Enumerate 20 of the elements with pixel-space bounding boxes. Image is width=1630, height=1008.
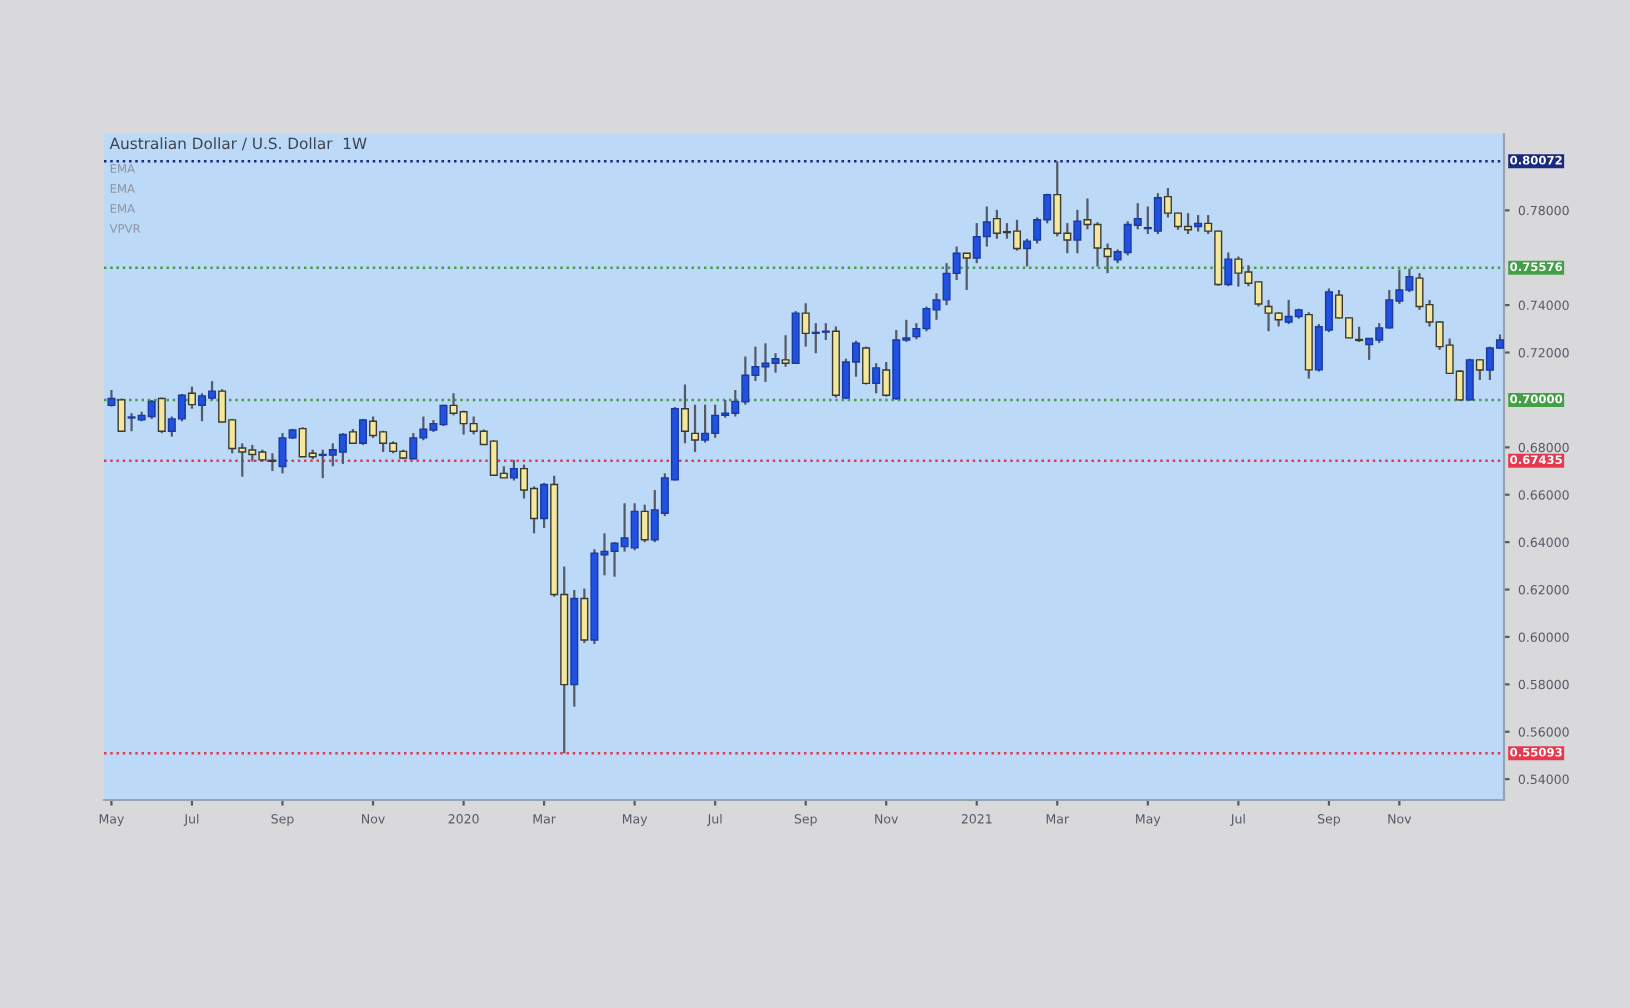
- candlestick: [580, 587, 589, 644]
- candlestick: [540, 481, 549, 530]
- candlestick: [962, 251, 971, 292]
- candlestick: [187, 385, 196, 410]
- candlestick: [358, 417, 368, 447]
- candlestick: [801, 302, 810, 348]
- candlestick: [1224, 251, 1233, 288]
- candlestick: [862, 345, 871, 386]
- candlestick: [1475, 358, 1484, 382]
- candlestick: [680, 383, 689, 445]
- candlestick: [157, 396, 166, 435]
- candlestick: [640, 503, 649, 544]
- candlestick: [691, 403, 700, 454]
- candlestick: [872, 362, 881, 395]
- candlestick: [781, 334, 790, 368]
- candlestick: [509, 458, 518, 482]
- candlestick: [882, 360, 891, 398]
- candlestick: [1073, 208, 1082, 255]
- candlestick: [117, 397, 126, 433]
- candlestick: [1465, 357, 1474, 402]
